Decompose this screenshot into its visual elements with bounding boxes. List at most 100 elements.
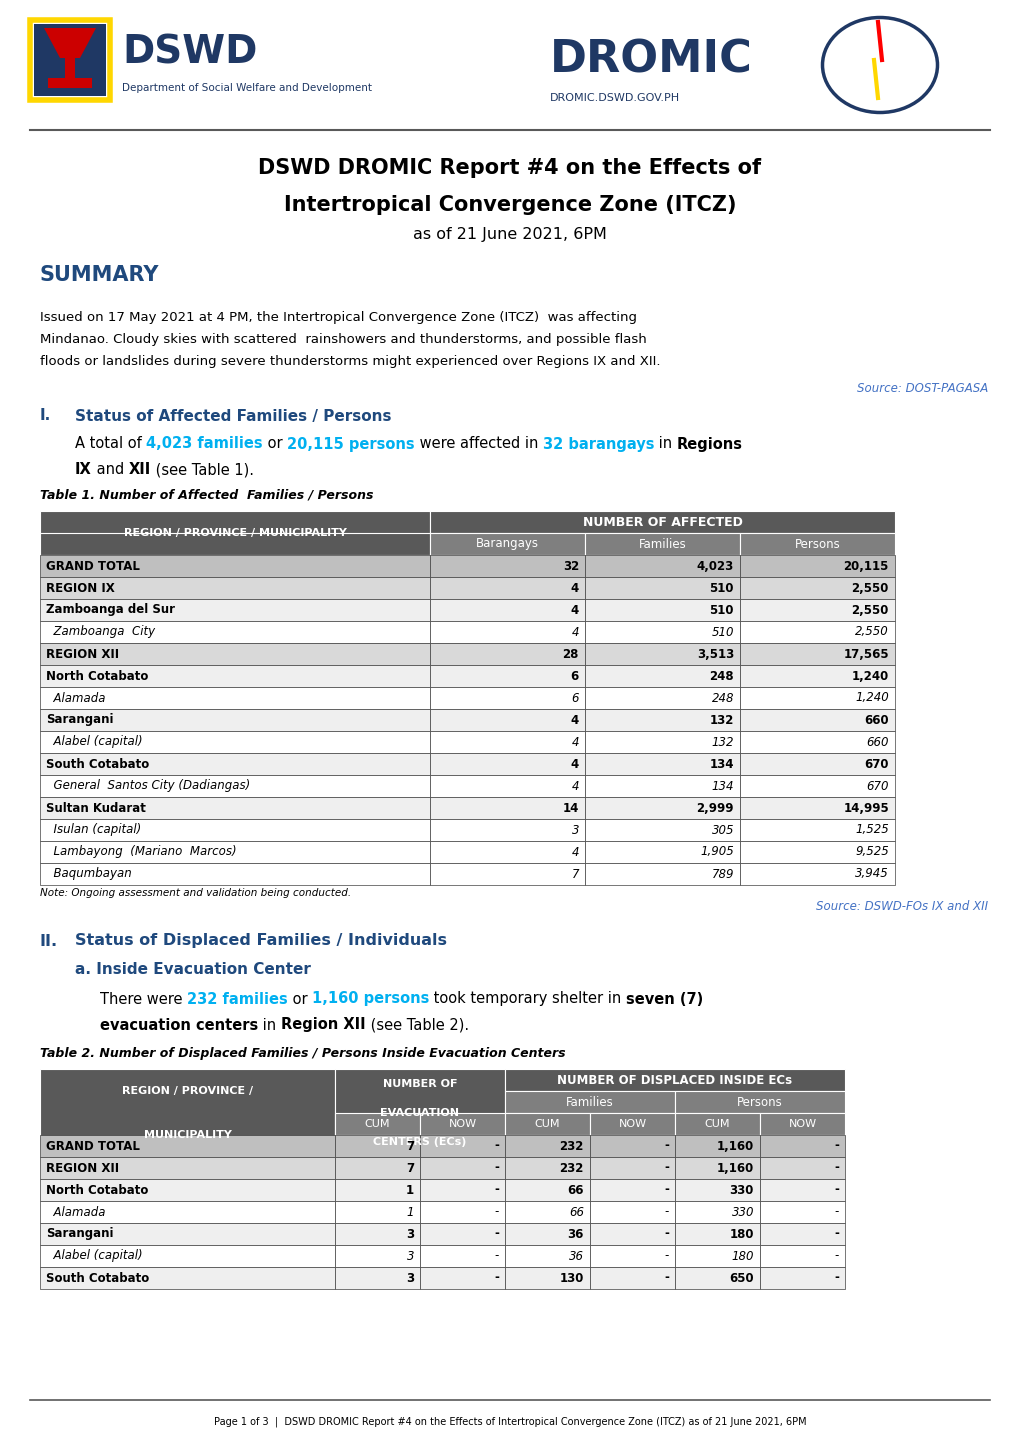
Bar — [675, 1113, 759, 1135]
Text: 789: 789 — [711, 868, 734, 881]
Bar — [420, 1268, 504, 1289]
Bar — [430, 686, 585, 709]
Bar — [420, 1113, 504, 1135]
Bar — [585, 841, 739, 862]
Text: -: - — [834, 1139, 839, 1152]
Text: 248: 248 — [711, 692, 734, 705]
Bar — [420, 1201, 504, 1223]
Text: REGION / PROVINCE / MUNICIPALITY: REGION / PROVINCE / MUNICIPALITY — [123, 528, 346, 538]
Bar — [589, 1135, 675, 1156]
Text: REGION / PROVINCE /: REGION / PROVINCE / — [122, 1086, 253, 1096]
Text: 670: 670 — [866, 780, 889, 793]
Bar — [430, 753, 585, 774]
Text: 4: 4 — [571, 581, 579, 594]
Bar — [40, 709, 430, 731]
Bar — [589, 1113, 675, 1135]
Text: Families: Families — [638, 538, 686, 551]
Text: 130: 130 — [559, 1272, 584, 1285]
Bar — [40, 731, 430, 753]
Bar — [430, 862, 585, 885]
Bar — [40, 686, 430, 709]
Text: -: - — [664, 1206, 668, 1218]
Bar — [504, 1244, 589, 1268]
Text: 7: 7 — [571, 868, 579, 881]
Bar — [739, 665, 894, 686]
Bar — [585, 709, 739, 731]
Text: -: - — [493, 1272, 498, 1285]
Text: -: - — [494, 1250, 498, 1263]
Bar — [40, 510, 430, 555]
Text: (see Table 1).: (see Table 1). — [151, 463, 254, 477]
Bar — [739, 643, 894, 665]
Text: Table 1. Number of Affected  Families / Persons: Table 1. Number of Affected Families / P… — [40, 489, 373, 502]
Text: -: - — [493, 1184, 498, 1197]
Bar — [675, 1268, 759, 1289]
Bar — [430, 797, 585, 819]
Text: 232 families: 232 families — [186, 992, 287, 1007]
Text: (see Table 2).: (see Table 2). — [365, 1018, 469, 1032]
Polygon shape — [44, 27, 96, 58]
Bar — [430, 622, 585, 643]
Bar — [585, 555, 739, 577]
Bar — [420, 1244, 504, 1268]
Bar — [589, 1201, 675, 1223]
Text: A total of: A total of — [75, 437, 147, 451]
Bar — [40, 577, 430, 598]
Text: Note: Ongoing assessment and validation being conducted.: Note: Ongoing assessment and validation … — [40, 888, 351, 898]
Text: I.: I. — [40, 408, 51, 424]
Text: Sarangani: Sarangani — [46, 714, 113, 727]
Text: 32: 32 — [562, 559, 579, 572]
Text: NOW: NOW — [448, 1119, 476, 1129]
Bar — [420, 1156, 504, 1180]
Bar — [585, 774, 739, 797]
Text: GRAND TOTAL: GRAND TOTAL — [46, 1139, 140, 1152]
Bar — [430, 774, 585, 797]
Text: XII: XII — [128, 463, 151, 477]
Bar — [40, 1201, 334, 1223]
Text: 4: 4 — [571, 604, 579, 617]
Text: NOW: NOW — [788, 1119, 816, 1129]
Bar — [585, 577, 739, 598]
Text: Table 2. Number of Displaced Families / Persons Inside Evacuation Centers: Table 2. Number of Displaced Families / … — [40, 1047, 566, 1060]
Text: Source: DSWD-FOs IX and XII: Source: DSWD-FOs IX and XII — [815, 900, 987, 913]
Bar — [759, 1268, 844, 1289]
Bar — [40, 643, 430, 665]
Text: DSWD: DSWD — [122, 33, 257, 71]
Bar — [585, 598, 739, 622]
Text: 7: 7 — [406, 1139, 414, 1152]
Bar — [334, 1135, 420, 1156]
Text: 305: 305 — [711, 823, 734, 836]
Text: 330: 330 — [729, 1184, 753, 1197]
Text: -: - — [663, 1139, 668, 1152]
Bar — [430, 731, 585, 753]
Bar — [40, 622, 430, 643]
Text: were affected in: were affected in — [415, 437, 542, 451]
Text: Status of Affected Families / Persons: Status of Affected Families / Persons — [75, 408, 391, 424]
Text: 4: 4 — [571, 757, 579, 770]
Text: evacuation centers: evacuation centers — [100, 1018, 258, 1032]
Text: 4: 4 — [571, 780, 579, 793]
Text: 14: 14 — [562, 802, 579, 815]
Text: CENTERS (ECs): CENTERS (ECs) — [373, 1138, 467, 1148]
Text: 3: 3 — [406, 1227, 414, 1240]
Text: 1,160: 1,160 — [716, 1139, 753, 1152]
Text: -: - — [663, 1161, 668, 1174]
Text: SUMMARY: SUMMARY — [40, 265, 159, 286]
Bar — [334, 1113, 420, 1135]
Text: Barangays: Barangays — [476, 538, 538, 551]
Text: 134: 134 — [711, 780, 734, 793]
Bar — [334, 1069, 504, 1156]
Text: 3: 3 — [571, 823, 579, 836]
Text: 1,525: 1,525 — [854, 823, 889, 836]
Bar — [675, 1201, 759, 1223]
Text: 20,115: 20,115 — [843, 559, 889, 572]
Bar — [675, 1180, 759, 1201]
Bar — [430, 598, 585, 622]
Bar — [585, 686, 739, 709]
Bar — [40, 1069, 334, 1156]
Bar — [739, 622, 894, 643]
Text: 134: 134 — [709, 757, 734, 770]
Bar — [334, 1201, 420, 1223]
Bar — [40, 1180, 334, 1201]
Text: North Cotabato: North Cotabato — [46, 1184, 148, 1197]
